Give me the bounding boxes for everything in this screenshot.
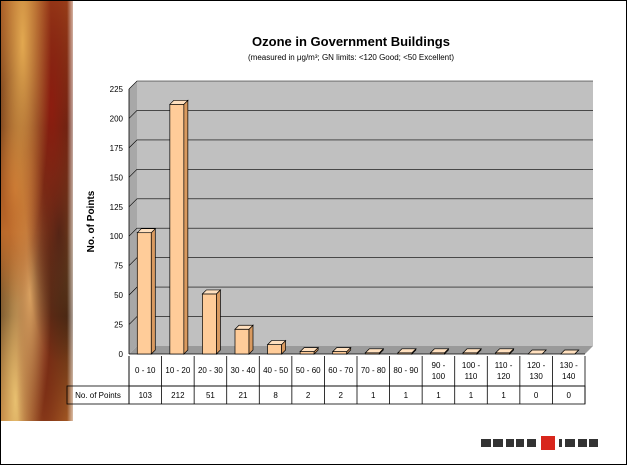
- bar-top: [266, 340, 287, 345]
- bar-top: [201, 289, 222, 295]
- gridline: [128, 227, 593, 237]
- bar: [136, 232, 152, 355]
- bar-top: [559, 349, 580, 355]
- y-tick-label: 100: [110, 232, 124, 241]
- logo-mark: [541, 436, 555, 450]
- gridline: [128, 198, 593, 207]
- y-tick-label: 175: [110, 144, 124, 153]
- x-tick-label: 100: [432, 372, 446, 381]
- bar-side: [248, 324, 254, 355]
- y-tick-label: 50: [114, 291, 123, 300]
- bar-top: [169, 99, 189, 105]
- y-tick-label: 75: [114, 262, 123, 271]
- x-tick-label: 130 -: [560, 361, 579, 370]
- x-tick-label: 120: [497, 372, 511, 381]
- x-tick-label: 30 - 40: [231, 366, 256, 375]
- data-label: 2: [306, 391, 311, 400]
- artwork-edge: [67, 1, 73, 421]
- x-tick-label: 0 - 10: [135, 366, 156, 375]
- y-tick-label: 0: [119, 350, 124, 359]
- bar: [267, 344, 282, 355]
- plot-side-wall: [129, 81, 137, 354]
- chart-title: Ozone in Government Buildings: [252, 34, 450, 49]
- bar-top: [429, 348, 450, 354]
- data-label: 0: [534, 391, 539, 400]
- decorative-side-artwork: [1, 1, 73, 421]
- x-tick-label: 50 - 60: [296, 366, 321, 375]
- data-label: 212: [171, 391, 185, 400]
- x-tick-label: 40 - 50: [263, 366, 288, 375]
- bar: [202, 293, 217, 355]
- footer-logo: [481, 436, 601, 450]
- data-label: 1: [404, 391, 409, 400]
- bar-side: [183, 99, 189, 355]
- x-tick-label: 60 - 70: [328, 366, 353, 375]
- bar-top: [299, 347, 319, 352]
- data-label: 1: [371, 391, 376, 400]
- y-axis-title: No. of Points: [86, 190, 97, 252]
- gridline: [128, 169, 593, 178]
- bar: [299, 351, 315, 355]
- data-label: 8: [273, 391, 278, 400]
- plot-floor: [129, 346, 593, 354]
- gridline: [128, 80, 593, 90]
- bar-top: [527, 349, 547, 355]
- x-tick-label: 110 -: [495, 361, 513, 370]
- bar: [169, 103, 185, 355]
- data-label: 1: [501, 391, 506, 400]
- x-tick-label: 130: [529, 372, 543, 381]
- bar: [234, 328, 250, 355]
- chart-subtitle: (measured in μg/m³; GN limits: <120 Good…: [247, 53, 455, 62]
- x-tick-label: 140: [562, 372, 576, 381]
- bar-top: [364, 348, 385, 354]
- data-label: 103: [139, 391, 153, 400]
- x-tick-label: 70 - 80: [361, 366, 386, 375]
- bar-top: [136, 228, 157, 234]
- x-tick-label: 100 -: [462, 361, 481, 370]
- bar-top: [234, 324, 254, 330]
- data-label: 51: [206, 391, 215, 400]
- x-tick-label: 10 - 20: [165, 366, 190, 375]
- gridline: [128, 110, 593, 119]
- bar-top: [462, 348, 482, 354]
- x-tick-label: 20 - 30: [198, 366, 223, 375]
- y-tick-label: 225: [110, 85, 124, 94]
- x-tick-label: 110: [465, 372, 478, 381]
- gridline: [128, 139, 593, 149]
- data-label: 0: [566, 391, 571, 400]
- y-tick-label: 25: [114, 321, 123, 330]
- data-label: 2: [338, 391, 343, 400]
- bar-top: [494, 348, 515, 354]
- data-label: 21: [239, 391, 248, 400]
- plot-wall: [137, 81, 593, 346]
- y-tick-label: 150: [110, 173, 124, 182]
- y-tick-label: 200: [110, 114, 124, 123]
- series-label: No. of Points: [75, 391, 121, 400]
- bar-side: [150, 227, 156, 355]
- data-label: 1: [469, 391, 474, 400]
- data-label: 1: [436, 391, 441, 400]
- x-tick-label: 80 - 90: [393, 366, 418, 375]
- x-tick-label: 120 -: [527, 361, 546, 370]
- bar-top: [397, 348, 417, 354]
- bar-top: [331, 347, 352, 352]
- bar: [332, 351, 348, 355]
- y-tick-label: 125: [110, 203, 124, 212]
- x-tick-label: 90 -: [432, 361, 446, 370]
- bar-side: [216, 289, 221, 355]
